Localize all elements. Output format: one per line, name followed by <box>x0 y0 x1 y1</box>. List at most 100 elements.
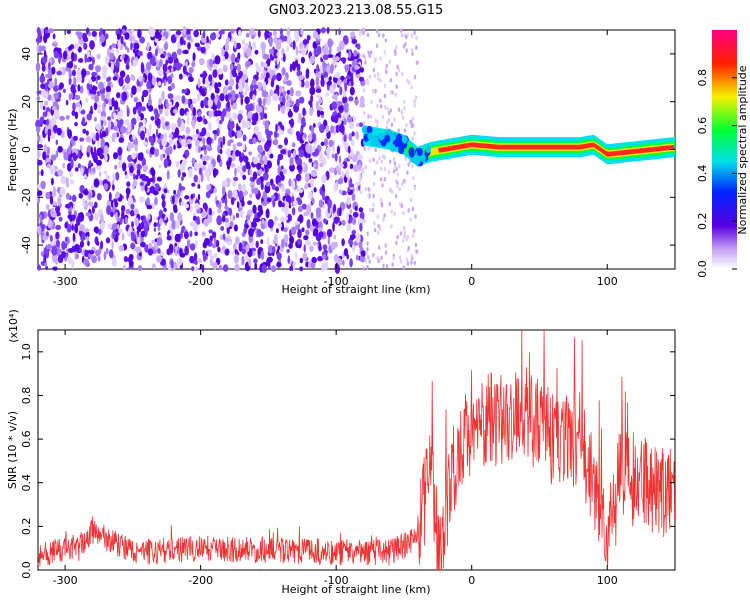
noise-blob <box>283 227 288 233</box>
noise-blob <box>50 154 57 161</box>
noise-blob <box>61 240 66 251</box>
noise-blob <box>374 227 377 233</box>
noise-blob <box>379 177 383 182</box>
noise-blob <box>321 184 325 192</box>
noise-blob <box>349 163 354 169</box>
noise-blob <box>117 146 123 156</box>
noise-blob <box>254 262 258 270</box>
noise-blob <box>87 201 94 207</box>
noise-blob <box>260 239 264 245</box>
noise-blob <box>104 154 108 163</box>
noise-blob <box>62 88 66 93</box>
noise-blob <box>358 162 362 172</box>
noise-blob <box>286 36 292 45</box>
noise-blob <box>144 184 148 192</box>
noise-blob <box>107 122 111 133</box>
noise-blob <box>114 120 118 127</box>
noise-blob <box>135 174 139 180</box>
noise-blob <box>152 263 156 270</box>
spectrogram-signal-line <box>361 125 675 167</box>
noise-blob <box>100 221 105 230</box>
noise-blob <box>313 48 317 56</box>
noise-blob <box>237 110 244 115</box>
noise-blob <box>403 128 407 133</box>
noise-blob <box>146 204 153 210</box>
noise-blob <box>338 105 343 111</box>
noise-blob <box>244 96 250 105</box>
noise-blob <box>197 193 201 201</box>
noise-blob <box>168 137 173 146</box>
noise-blob <box>47 219 53 229</box>
noise-blob <box>242 165 247 173</box>
colorbar-tick-label: 0.6 <box>696 117 709 135</box>
noise-blob <box>47 94 52 101</box>
noise-blob <box>364 60 367 65</box>
noise-blob <box>351 38 358 45</box>
noise-blob <box>137 152 142 161</box>
noise-blob <box>85 212 91 217</box>
noise-blob <box>170 67 174 73</box>
noise-blob <box>376 255 379 261</box>
noise-blob <box>346 116 353 123</box>
y-tick-label: -40 <box>20 236 33 254</box>
noise-blob <box>257 131 262 141</box>
noise-blob <box>399 28 403 33</box>
noise-blob <box>56 127 62 136</box>
noise-blob <box>167 75 173 85</box>
noise-blob <box>374 88 377 94</box>
noise-blob <box>77 46 82 53</box>
noise-blob <box>378 245 381 250</box>
noise-blob <box>264 54 268 59</box>
noise-blob <box>72 232 76 242</box>
noise-blob <box>281 67 286 76</box>
noise-blob <box>186 33 192 41</box>
noise-blob <box>338 162 344 169</box>
noise-blob <box>265 72 270 79</box>
noise-blob <box>139 196 145 203</box>
noise-blob <box>402 44 406 49</box>
colorbar-tick-label: 0.8 <box>696 69 709 87</box>
noise-blob <box>214 95 218 106</box>
noise-blob <box>128 35 135 42</box>
noise-blob <box>383 177 386 182</box>
noise-blob <box>170 82 175 90</box>
noise-blob <box>333 77 338 83</box>
noise-blob <box>398 186 402 192</box>
noise-blob <box>392 256 395 261</box>
noise-blob <box>65 203 71 209</box>
noise-blob <box>238 70 243 78</box>
noise-blob <box>88 31 91 37</box>
noise-blob <box>181 95 186 104</box>
noise-blob <box>287 149 292 158</box>
noise-blob <box>250 83 254 93</box>
noise-blob <box>71 194 77 202</box>
noise-blob <box>349 216 352 224</box>
noise-blob <box>163 188 168 193</box>
noise-blob <box>222 215 226 223</box>
noise-blob <box>90 184 96 192</box>
noise-blob <box>214 110 219 117</box>
noise-blob <box>280 216 285 224</box>
noise-blob <box>52 266 58 271</box>
noise-blob <box>226 248 230 255</box>
noise-blob <box>194 231 198 237</box>
noise-blob <box>147 243 153 251</box>
noise-blob <box>53 92 59 100</box>
noise-blob <box>88 160 92 166</box>
noise-blob <box>277 192 281 203</box>
noise-blob <box>285 102 291 107</box>
noise-blob <box>416 60 419 65</box>
noise-blob <box>95 123 102 131</box>
noise-blob <box>295 173 302 182</box>
noise-blob <box>174 233 181 243</box>
noise-blob <box>320 78 325 87</box>
noise-blob <box>352 154 358 163</box>
noise-blob <box>126 47 130 53</box>
noise-blob <box>146 129 152 137</box>
noise-blob <box>160 258 166 266</box>
noise-blob <box>37 183 41 191</box>
noise-blob <box>292 261 296 271</box>
noise-blob <box>202 138 206 146</box>
noise-blob <box>310 78 315 89</box>
